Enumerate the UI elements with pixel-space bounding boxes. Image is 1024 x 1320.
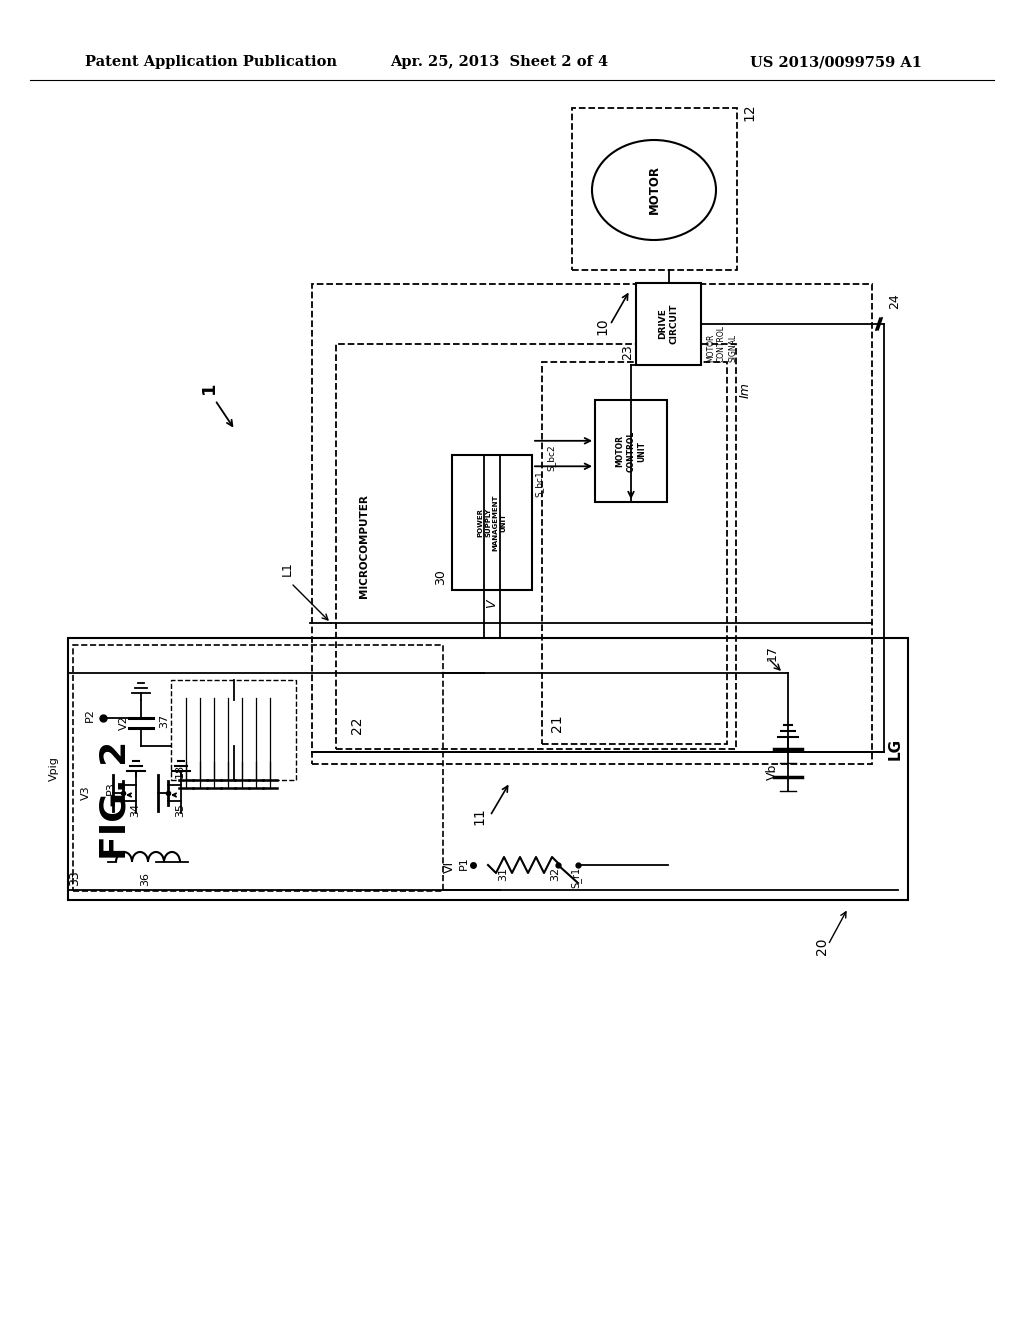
Text: 24: 24	[888, 293, 901, 309]
Bar	[452, 455, 532, 590]
Text: US 2013/0099759 A1: US 2013/0099759 A1	[750, 55, 922, 69]
Text: S_bc2: S_bc2	[546, 445, 555, 471]
Text: P2: P2	[85, 708, 95, 722]
Text: 22: 22	[350, 717, 364, 734]
Text: V: V	[485, 599, 499, 609]
Text: V2: V2	[119, 715, 129, 730]
Text: S_bc1: S_bc1	[535, 470, 544, 498]
Text: Vb: Vb	[766, 764, 779, 780]
Text: 11: 11	[472, 808, 486, 825]
Text: Im: Im	[739, 381, 752, 399]
Text: L1: L1	[281, 561, 294, 576]
Text: P3: P3	[106, 781, 116, 795]
Text: DRIVE
CIRCUIT: DRIVE CIRCUIT	[658, 304, 679, 345]
Text: P1: P1	[459, 857, 469, 870]
Text: 31: 31	[498, 867, 508, 880]
Text: 1: 1	[200, 381, 218, 393]
Bar	[73, 645, 443, 891]
Bar	[542, 362, 727, 744]
Text: FIG. 2: FIG. 2	[98, 741, 132, 859]
Text: 32: 32	[550, 867, 560, 880]
Text: Vpig: Vpig	[49, 756, 59, 781]
Bar	[171, 680, 296, 780]
Text: MOTOR
CONTROL
UNIT: MOTOR CONTROL UNIT	[615, 430, 646, 471]
Bar	[595, 400, 667, 502]
Text: 18: 18	[175, 764, 185, 777]
Text: V3: V3	[81, 785, 91, 800]
Text: MOTOR
CONTROL
SIGNAL: MOTOR CONTROL SIGNAL	[706, 326, 737, 363]
Text: MOTOR: MOTOR	[647, 165, 660, 214]
Text: 17: 17	[766, 645, 779, 661]
Text: LG: LG	[888, 738, 903, 760]
Text: POWER
SUPPLY
MANAGEMENT
UNIT: POWER SUPPLY MANAGEMENT UNIT	[478, 494, 506, 550]
Text: S_r1: S_r1	[570, 867, 581, 888]
Text: 36: 36	[140, 873, 150, 886]
Text: Patent Application Publication: Patent Application Publication	[85, 55, 337, 69]
Bar	[312, 284, 872, 764]
Bar	[572, 108, 737, 271]
Text: Apr. 25, 2013  Sheet 2 of 4: Apr. 25, 2013 Sheet 2 of 4	[390, 55, 608, 69]
Text: 10: 10	[595, 317, 609, 335]
Bar	[636, 282, 701, 366]
Bar	[336, 345, 736, 748]
Text: 34: 34	[130, 803, 140, 817]
Text: 21: 21	[550, 714, 564, 733]
Text: 37: 37	[159, 714, 169, 729]
Text: MICROCOMPUTER: MICROCOMPUTER	[359, 495, 369, 598]
Text: 23: 23	[621, 345, 634, 360]
Text: 35: 35	[175, 803, 185, 817]
Text: 30: 30	[434, 569, 447, 585]
Text: VI: VI	[443, 861, 456, 873]
Text: 33: 33	[68, 870, 81, 886]
Text: 12: 12	[742, 103, 756, 121]
Bar	[68, 638, 908, 900]
Text: 20: 20	[815, 937, 829, 954]
